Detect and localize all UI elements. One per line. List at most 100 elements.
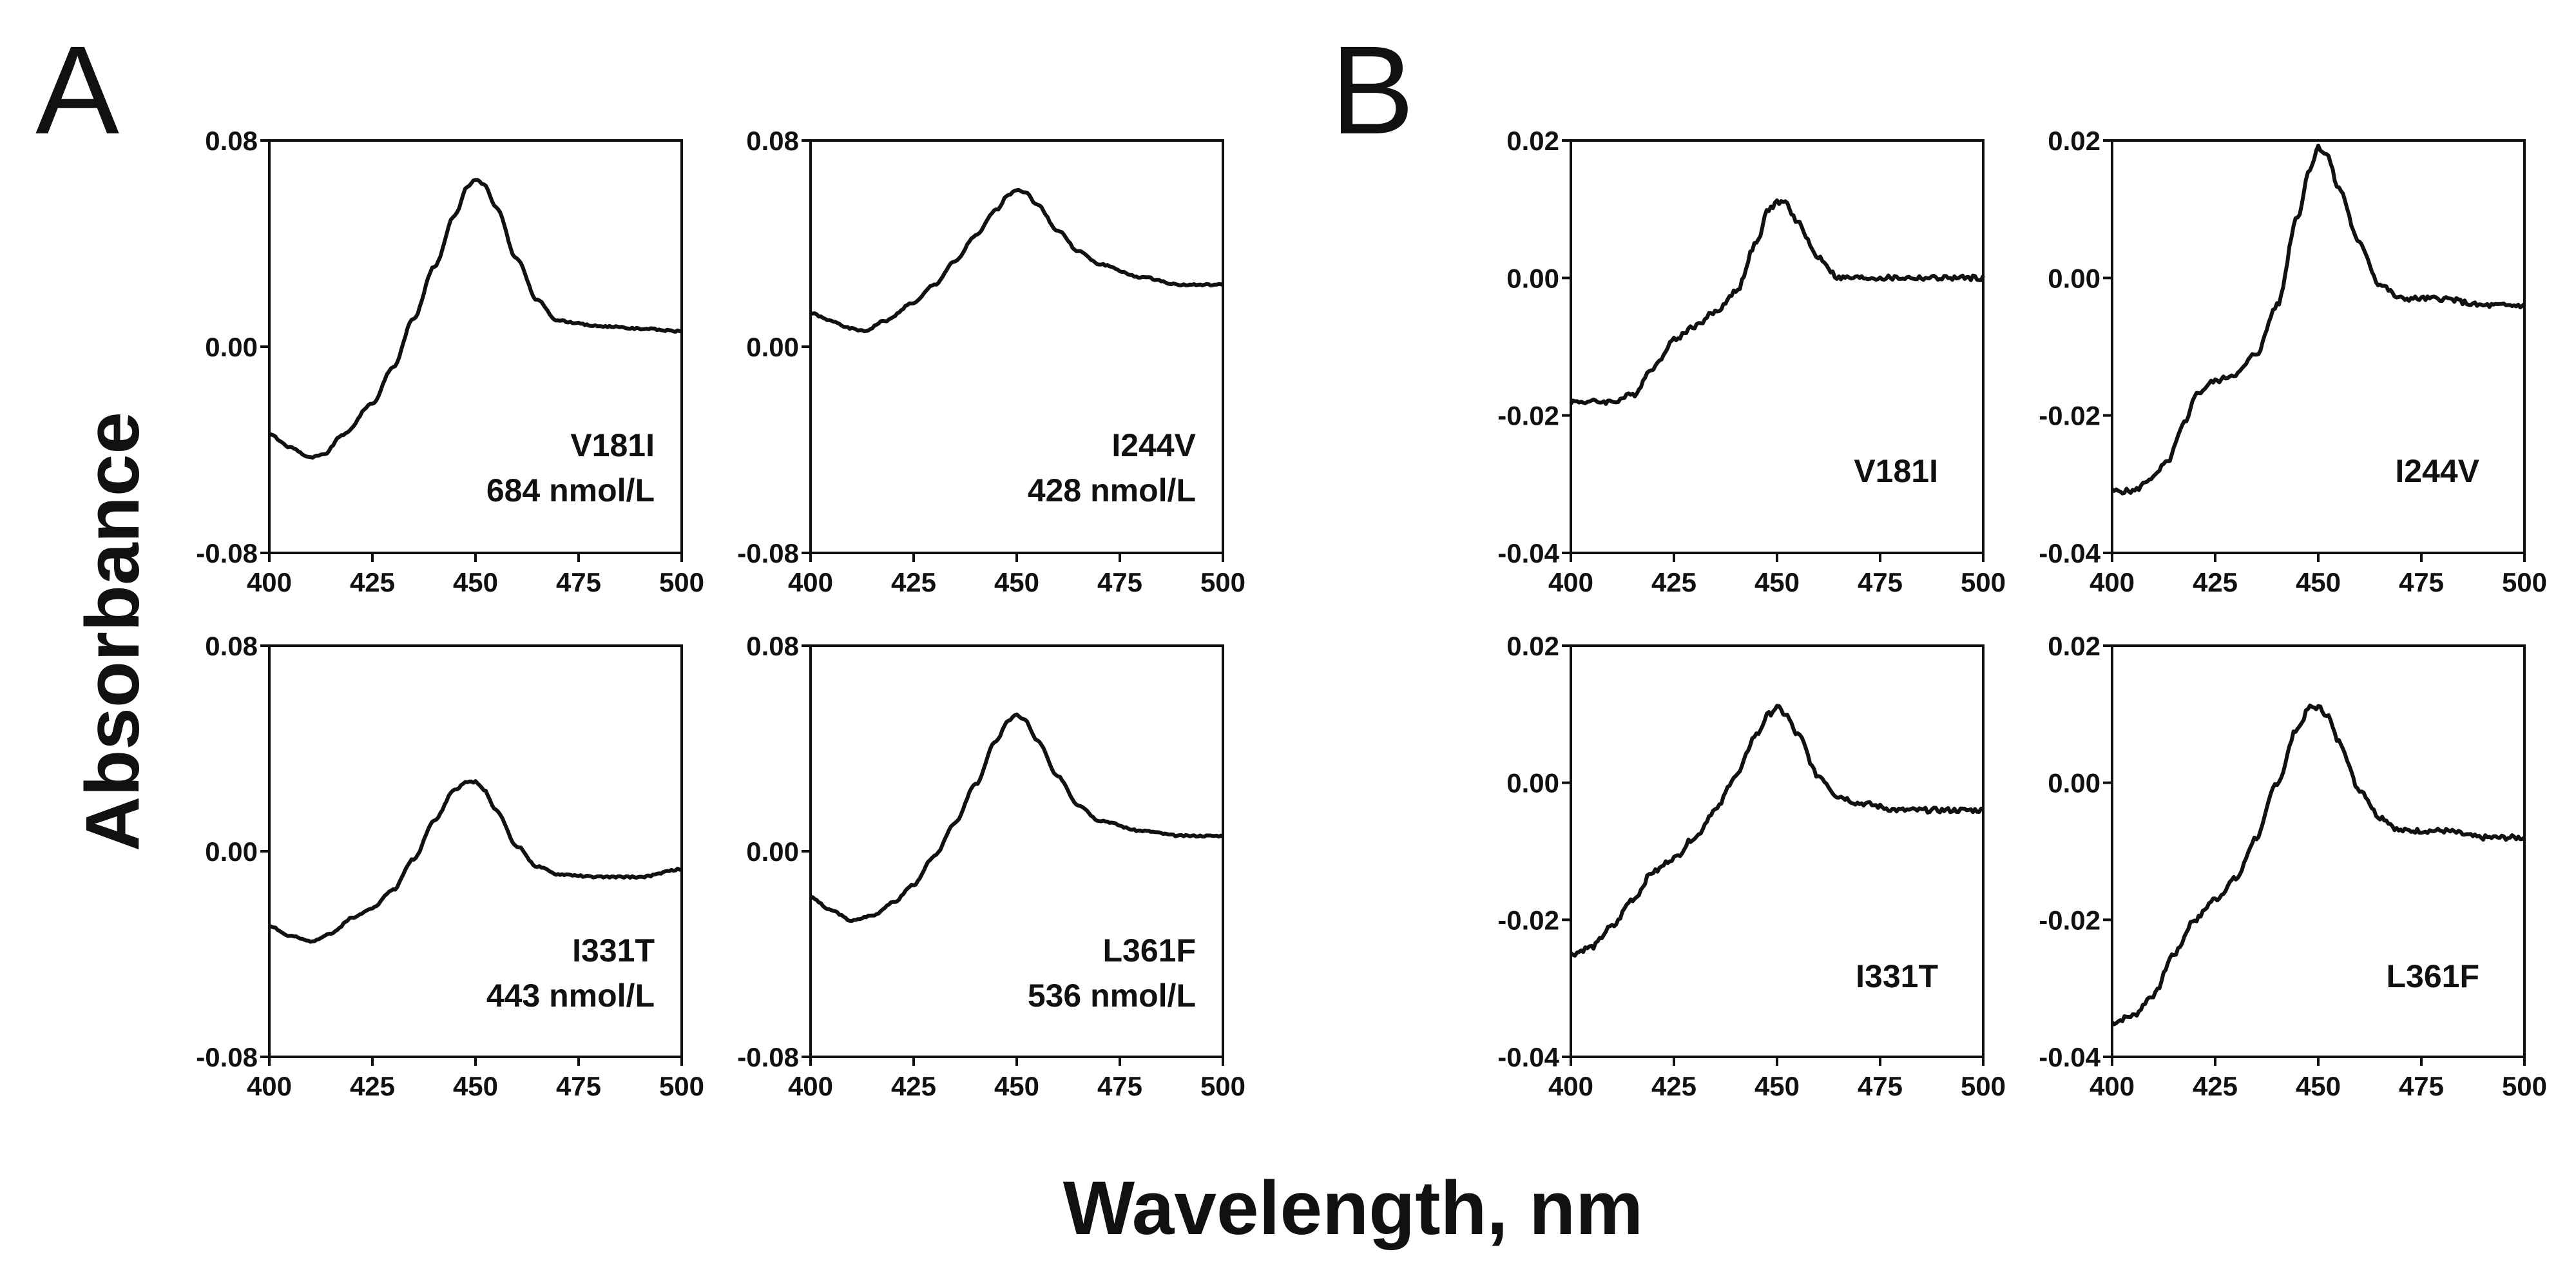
panel-b-i244v-trace — [2111, 143, 2526, 496]
panel-b-i244v-frame — [2111, 139, 2526, 554]
panel-a-v181i-y-tick-label: 0.08 — [205, 126, 258, 156]
panel-b-v181i-y-tick-label: -0.04 — [1497, 538, 1559, 568]
panel-b-i244v-x-tick-label: 400 — [2090, 567, 2135, 597]
panel-a-l361f-x-tick-label: 450 — [994, 1071, 1039, 1101]
panel-b-l361f-y-tick-label: 0.00 — [2048, 768, 2100, 798]
panel-a-i331t-y-tick-label: 0.00 — [205, 836, 258, 867]
panel-b-l361f-x-tick-label: 450 — [2296, 1071, 2341, 1101]
panel-a-i331t-y-tick-label: -0.08 — [196, 1042, 258, 1072]
panel-b-v181i-y-tick-label: 0.00 — [1506, 263, 1559, 293]
panel-a-l361f-label: L361F — [1102, 932, 1196, 969]
panel-b-i244v-y-tick-label: -0.02 — [2039, 401, 2100, 431]
panel-a-l361f-x-tick-label: 400 — [788, 1071, 833, 1101]
panel-a-i244v-x-tick-label: 500 — [1200, 567, 1245, 597]
panel-b-i244v-plot: 400 425 450 475 500 -0.04 -0.02 0.00 0.02 I244V — [2039, 126, 2547, 597]
panel-b-i331t-x-tick-label: 400 — [1548, 1071, 1593, 1101]
panel-a-i331t-concentration: 443 nmol/L — [486, 978, 655, 1014]
panel-b-l361f-y-tick-label: -0.02 — [2039, 905, 2100, 935]
panel-a-v181i-x-tick-label: 450 — [453, 567, 498, 597]
panel-a-v181i-plot: 400 425 450 475 500 -0.08 0.00 0.08 V181I 684 nmo… — [196, 126, 704, 597]
panel-a-i244v-y-tick-label: -0.08 — [737, 538, 799, 568]
panel-b-v181i-x-tick-label: 450 — [1754, 567, 1800, 597]
panel-a-i244v-plot: 400 425 450 475 500 -0.08 0.00 0.08 I244V 428 nmo… — [737, 126, 1245, 597]
panel-b-i331t-x-tick-label: 475 — [1858, 1071, 1903, 1101]
panel-b-l361f-y-tick-label: 0.02 — [2048, 631, 2100, 661]
panel-a-v181i-y-tick-label: 0.00 — [205, 332, 258, 362]
panel-a-i244v-trace — [810, 188, 1224, 333]
x-axis-title: Wavelength, nm — [1063, 1166, 1643, 1251]
panel-a-i331t-y-tick-label: 0.08 — [205, 631, 258, 661]
panel-a-l361f-concentration: 536 nmol/L — [1028, 978, 1196, 1014]
panel-b-i331t-label: I331T — [1856, 958, 1938, 994]
panel-b-v181i-x-tick-label: 500 — [1961, 567, 2006, 597]
panel-b-l361f-label: L361F — [2386, 958, 2479, 994]
panel-a-l361f-y-tick-label: -0.08 — [737, 1042, 799, 1072]
panel-a-i244v-y-tick-label: 0.08 — [746, 126, 799, 156]
panel-a-l361f-y-tick-label: 0.08 — [746, 631, 799, 661]
panel-a-i244v-y-tick-label: 0.00 — [746, 332, 799, 362]
panel-b-i244v-x-tick-label: 425 — [2193, 567, 2238, 597]
panel-a-i331t-trace — [269, 779, 682, 944]
panel-a-l361f-x-tick-label: 475 — [1097, 1071, 1142, 1101]
panel-b-v181i-x-tick-label: 475 — [1858, 567, 1903, 597]
panel-b-l361f-trace — [2110, 703, 2526, 1027]
panel-a-v181i-x-tick-label: 500 — [659, 567, 704, 597]
panel-a-i244v-x-tick-label: 425 — [891, 567, 936, 597]
panel-a-i331t-plot: 400 425 450 475 500 -0.08 0.00 0.08 I331T 443 nmo… — [196, 631, 704, 1101]
panel-a-i244v-concentration: 428 nmol/L — [1028, 472, 1196, 508]
panel-b-l361f-x-tick-label: 475 — [2399, 1071, 2444, 1101]
panel-b-v181i-label: V181I — [1854, 453, 1938, 489]
panel-b-i244v-y-tick-label: -0.04 — [2039, 538, 2100, 568]
panel-b-i244v-x-tick-label: 450 — [2296, 567, 2341, 597]
panel-b-l361f-x-tick-label: 500 — [2502, 1071, 2547, 1101]
panel-b-l361f-x-tick-label: 400 — [2090, 1071, 2135, 1101]
panel-a-i244v-x-tick-label: 400 — [788, 567, 833, 597]
panel-b-i331t-y-tick-label: -0.02 — [1497, 905, 1559, 935]
panel-b-i244v-y-tick-label: 0.02 — [2048, 126, 2100, 156]
panel-b-v181i-trace — [1569, 198, 1985, 406]
panel-a-l361f-y-tick-label: 0.00 — [746, 836, 799, 867]
panel-a-i244v-label: I244V — [1111, 427, 1196, 463]
panel-a-v181i-x-tick-label: 475 — [556, 567, 601, 597]
panel-b-i331t-x-tick-label: 450 — [1754, 1071, 1800, 1101]
panel-b-v181i-x-tick-label: 425 — [1651, 567, 1697, 597]
panel-b-v181i-x-tick-label: 400 — [1548, 567, 1593, 597]
panel-a-v181i-label: V181I — [570, 427, 655, 463]
panel-a-l361f-trace — [809, 712, 1224, 923]
panel-b-v181i-y-tick-label: 0.02 — [1506, 126, 1559, 156]
panel-a-v181i-x-tick-label: 425 — [350, 567, 395, 597]
panel-b-i331t-plot: 400 425 450 475 500 -0.04 -0.02 0.00 0.02 I331T — [1497, 631, 2006, 1101]
panel-b-i331t-y-tick-label: 0.02 — [1506, 631, 1559, 661]
panel-a-i331t-x-tick-label: 450 — [453, 1071, 498, 1101]
plot-grid: 400 425 450 475 500 -0.08 0.00 0.08 V181I 684 nmo… — [196, 126, 2547, 1101]
panel-a-l361f-plot: 400 425 450 475 500 -0.08 0.00 0.08 L361F 536 nmo… — [737, 631, 1245, 1101]
panel-a-i331t-x-tick-label: 500 — [659, 1071, 704, 1101]
panel-letter-b: B — [1331, 20, 1414, 160]
panel-a-v181i-x-tick-label: 400 — [247, 567, 292, 597]
panel-a-i331t-label: I331T — [572, 932, 655, 969]
panel-b-l361f-x-tick-label: 425 — [2193, 1071, 2238, 1101]
panel-a-i244v-x-tick-label: 450 — [994, 567, 1039, 597]
panel-a-v181i-y-tick-label: -0.08 — [196, 538, 258, 568]
panel-b-v181i-plot: 400 425 450 475 500 -0.04 -0.02 0.00 0.02 V181I — [1497, 126, 2006, 597]
panel-b-i244v-x-tick-label: 500 — [2502, 567, 2547, 597]
panel-b-i331t-x-tick-label: 500 — [1961, 1071, 2006, 1101]
panel-letter-a: A — [35, 20, 119, 160]
panel-a-i331t-x-tick-label: 425 — [350, 1071, 395, 1101]
y-axis-title: Absorbance — [70, 412, 155, 851]
panel-b-l361f-y-tick-label: -0.04 — [2039, 1042, 2100, 1072]
panel-a-l361f-x-tick-label: 500 — [1200, 1071, 1245, 1101]
panel-b-i244v-label: I244V — [2395, 453, 2479, 489]
panel-b-i331t-y-tick-label: -0.04 — [1497, 1042, 1559, 1072]
panel-a-i244v-x-tick-label: 475 — [1097, 567, 1142, 597]
panel-a-l361f-x-tick-label: 425 — [891, 1071, 936, 1101]
panel-b-i244v-x-tick-label: 475 — [2399, 567, 2444, 597]
panel-a-i331t-x-tick-label: 475 — [556, 1071, 601, 1101]
panel-b-l361f-plot: 400 425 450 475 500 -0.04 -0.02 0.00 0.02 L361F — [2039, 631, 2547, 1101]
panel-a-v181i-trace — [269, 178, 682, 460]
panel-a-v181i-concentration: 684 nmol/L — [486, 472, 655, 508]
panel-b-v181i-y-tick-label: -0.02 — [1497, 401, 1559, 431]
panel-b-i331t-x-tick-label: 425 — [1651, 1071, 1697, 1101]
panel-a-i331t-x-tick-label: 400 — [247, 1071, 292, 1101]
